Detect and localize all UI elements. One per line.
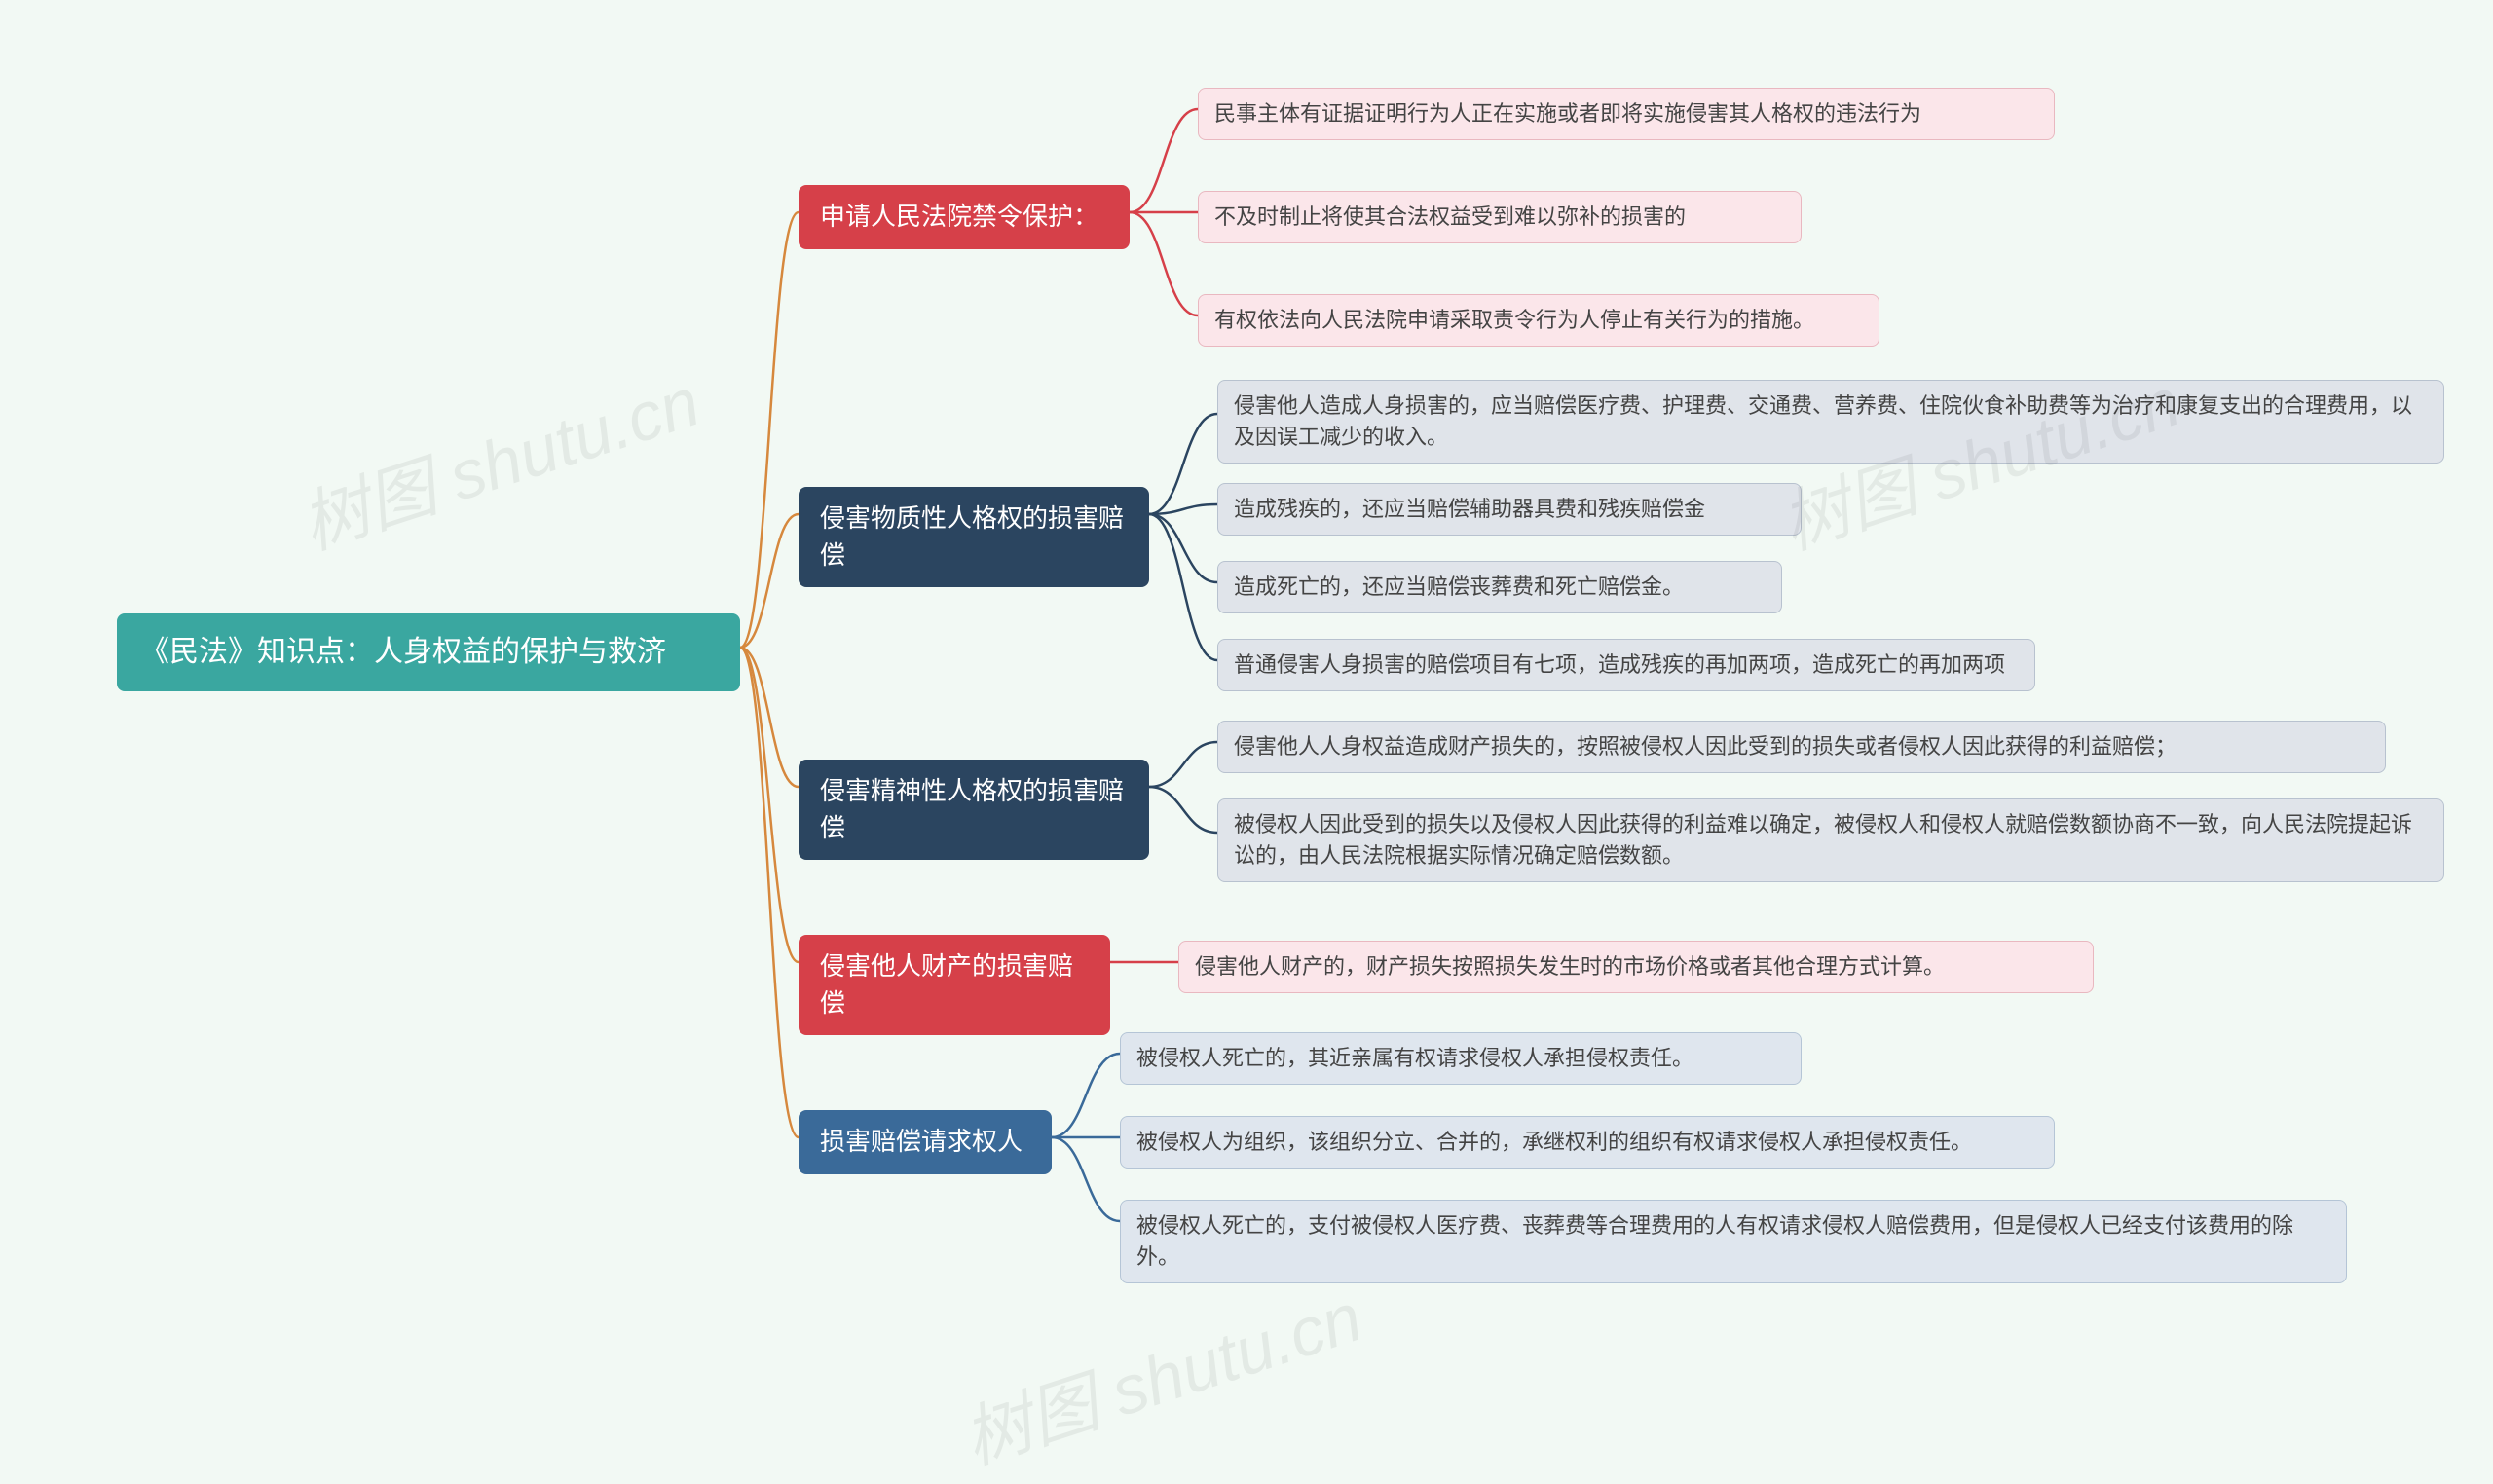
mindmap-canvas: { "colors": { "background": "#f2f9f4", "…	[0, 0, 2493, 1343]
leaf-node: 造成死亡的，还应当赔偿丧葬费和死亡赔偿金。	[1217, 561, 1782, 613]
leaf-node: 造成残疾的，还应当赔偿辅助器具费和残疾赔偿金	[1217, 483, 1802, 536]
leaf-node: 被侵权人死亡的，其近亲属有权请求侵权人承担侵权责任。	[1120, 1032, 1802, 1085]
branch-node: 申请人民法院禁令保护：	[799, 185, 1130, 249]
branch-node: 侵害他人财产的损害赔偿	[799, 935, 1110, 1035]
leaf-node: 侵害他人造成人身损害的，应当赔偿医疗费、护理费、交通费、营养费、住院伙食补助费等…	[1217, 380, 2444, 464]
leaf-node: 普通侵害人身损害的赔偿项目有七项，造成残疾的再加两项，造成死亡的再加两项	[1217, 639, 2035, 691]
leaf-node: 侵害他人人身权益造成财产损失的，按照被侵权人因此受到的损失或者侵权人因此获得的利…	[1217, 721, 2386, 773]
leaf-node: 不及时制止将使其合法权益受到难以弥补的损害的	[1198, 191, 1802, 243]
branch-node: 侵害精神性人格权的损害赔偿	[799, 760, 1149, 860]
branch-node: 侵害物质性人格权的损害赔偿	[799, 487, 1149, 587]
root-node: 《民法》知识点：人身权益的保护与救济	[117, 613, 740, 691]
leaf-node: 被侵权人为组织，该组织分立、合并的，承继权利的组织有权请求侵权人承担侵权责任。	[1120, 1116, 2055, 1169]
leaf-node: 有权依法向人民法院申请采取责令行为人停止有关行为的措施。	[1198, 294, 1879, 347]
watermark: 树图 shutu.cn	[287, 348, 711, 569]
leaf-node: 被侵权人死亡的，支付被侵权人医疗费、丧葬费等合理费用的人有权请求侵权人赔偿费用，…	[1120, 1200, 2347, 1283]
leaf-node: 民事主体有证据证明行为人正在实施或者即将实施侵害其人格权的违法行为	[1198, 88, 2055, 140]
watermark: 树图 shutu.cn	[949, 1263, 1373, 1484]
leaf-node: 被侵权人因此受到的损失以及侵权人因此获得的利益难以确定，被侵权人和侵权人就赔偿数…	[1217, 798, 2444, 882]
leaf-node: 侵害他人财产的，财产损失按照损失发生时的市场价格或者其他合理方式计算。	[1178, 941, 2094, 993]
branch-node: 损害赔偿请求权人	[799, 1110, 1052, 1174]
